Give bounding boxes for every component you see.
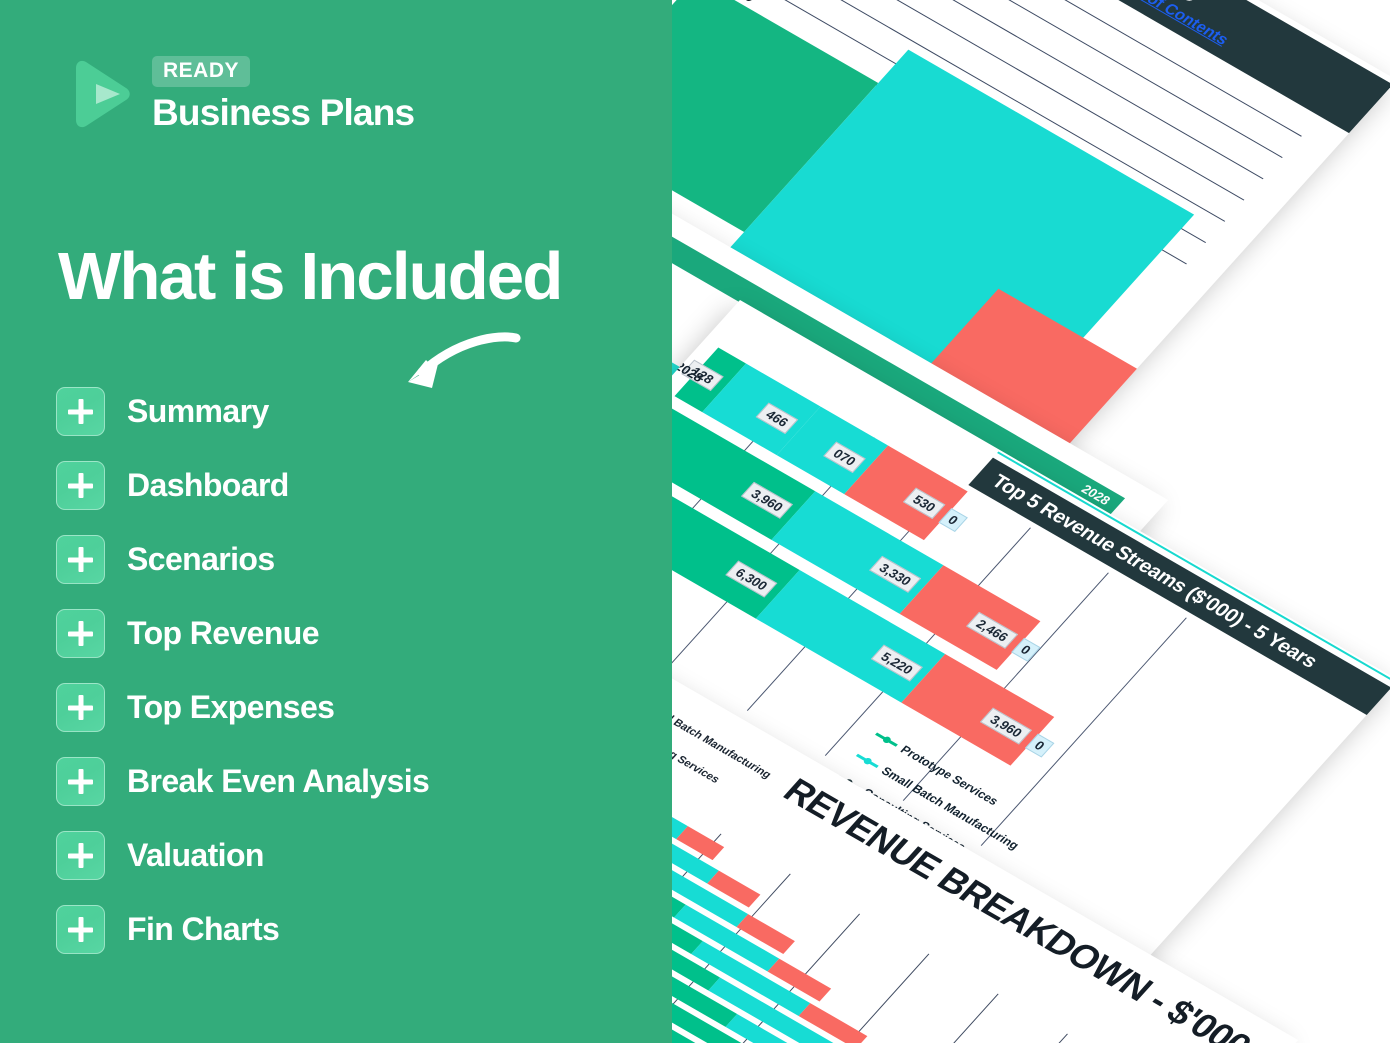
- bar-label: 466: [755, 402, 799, 435]
- feature-item-break-even-analysis[interactable]: Break Even Analysis: [56, 757, 430, 806]
- play-triangle-icon: [60, 56, 136, 132]
- feature-label: Top Expenses: [127, 689, 335, 725]
- ready-badge: READY: [152, 56, 251, 87]
- plus-icon: [56, 905, 105, 954]
- feature-item-valuation[interactable]: Valuation: [56, 831, 429, 880]
- bar-label: 3,960: [741, 482, 793, 519]
- bar-label: 530: [903, 487, 946, 520]
- plus-icon: [56, 535, 105, 584]
- feature-label: Break Even Analysis: [127, 763, 430, 799]
- left-panel: READY Business Plans What is Included Su…: [0, 0, 672, 1043]
- feature-item-dashboard[interactable]: Dashboard: [56, 461, 429, 510]
- plus-icon: [56, 461, 105, 510]
- bar-label: 3,960: [980, 707, 1032, 745]
- feature-label: Valuation: [127, 837, 264, 873]
- feature-item-fin-charts[interactable]: Fin Charts: [56, 905, 429, 954]
- feature-label: Scenarios: [127, 541, 275, 577]
- bar-label: 5,220: [871, 644, 923, 682]
- feature-item-top-revenue[interactable]: Top Revenue: [56, 609, 429, 658]
- plus-icon: [56, 683, 105, 732]
- feature-label: Fin Charts: [127, 911, 280, 947]
- plus-icon: [56, 387, 105, 436]
- feature-item-top-expenses[interactable]: Top Expenses: [56, 683, 429, 732]
- plus-icon: [56, 609, 105, 658]
- feature-label: Summary: [127, 393, 269, 429]
- brand-text: READY Business Plans: [152, 56, 415, 133]
- feature-item-scenarios[interactable]: Scenarios: [56, 535, 429, 584]
- feature-item-summary[interactable]: Summary: [56, 387, 429, 436]
- feature-list: Summary Dashboard Scenarios Top Revenue …: [56, 387, 430, 979]
- bar-label: 2,466: [966, 612, 1019, 649]
- feature-label: Dashboard: [127, 467, 289, 503]
- bar-label: 070: [823, 441, 866, 474]
- brand-lockup: READY Business Plans: [60, 56, 415, 133]
- spreadsheet-collage: Name Table of Contents 128.9 2028 649 78…: [660, 0, 1390, 1043]
- curved-arrow-down-left-icon: [388, 330, 528, 400]
- page-title: What is Included: [58, 239, 563, 314]
- feature-label: Top Revenue: [127, 615, 320, 651]
- plus-icon: [56, 757, 105, 806]
- bar-label: 6,300: [725, 560, 778, 598]
- brand-name: Business Plans: [152, 92, 415, 133]
- bar-label: 3,330: [869, 556, 922, 593]
- plus-icon: [56, 831, 105, 880]
